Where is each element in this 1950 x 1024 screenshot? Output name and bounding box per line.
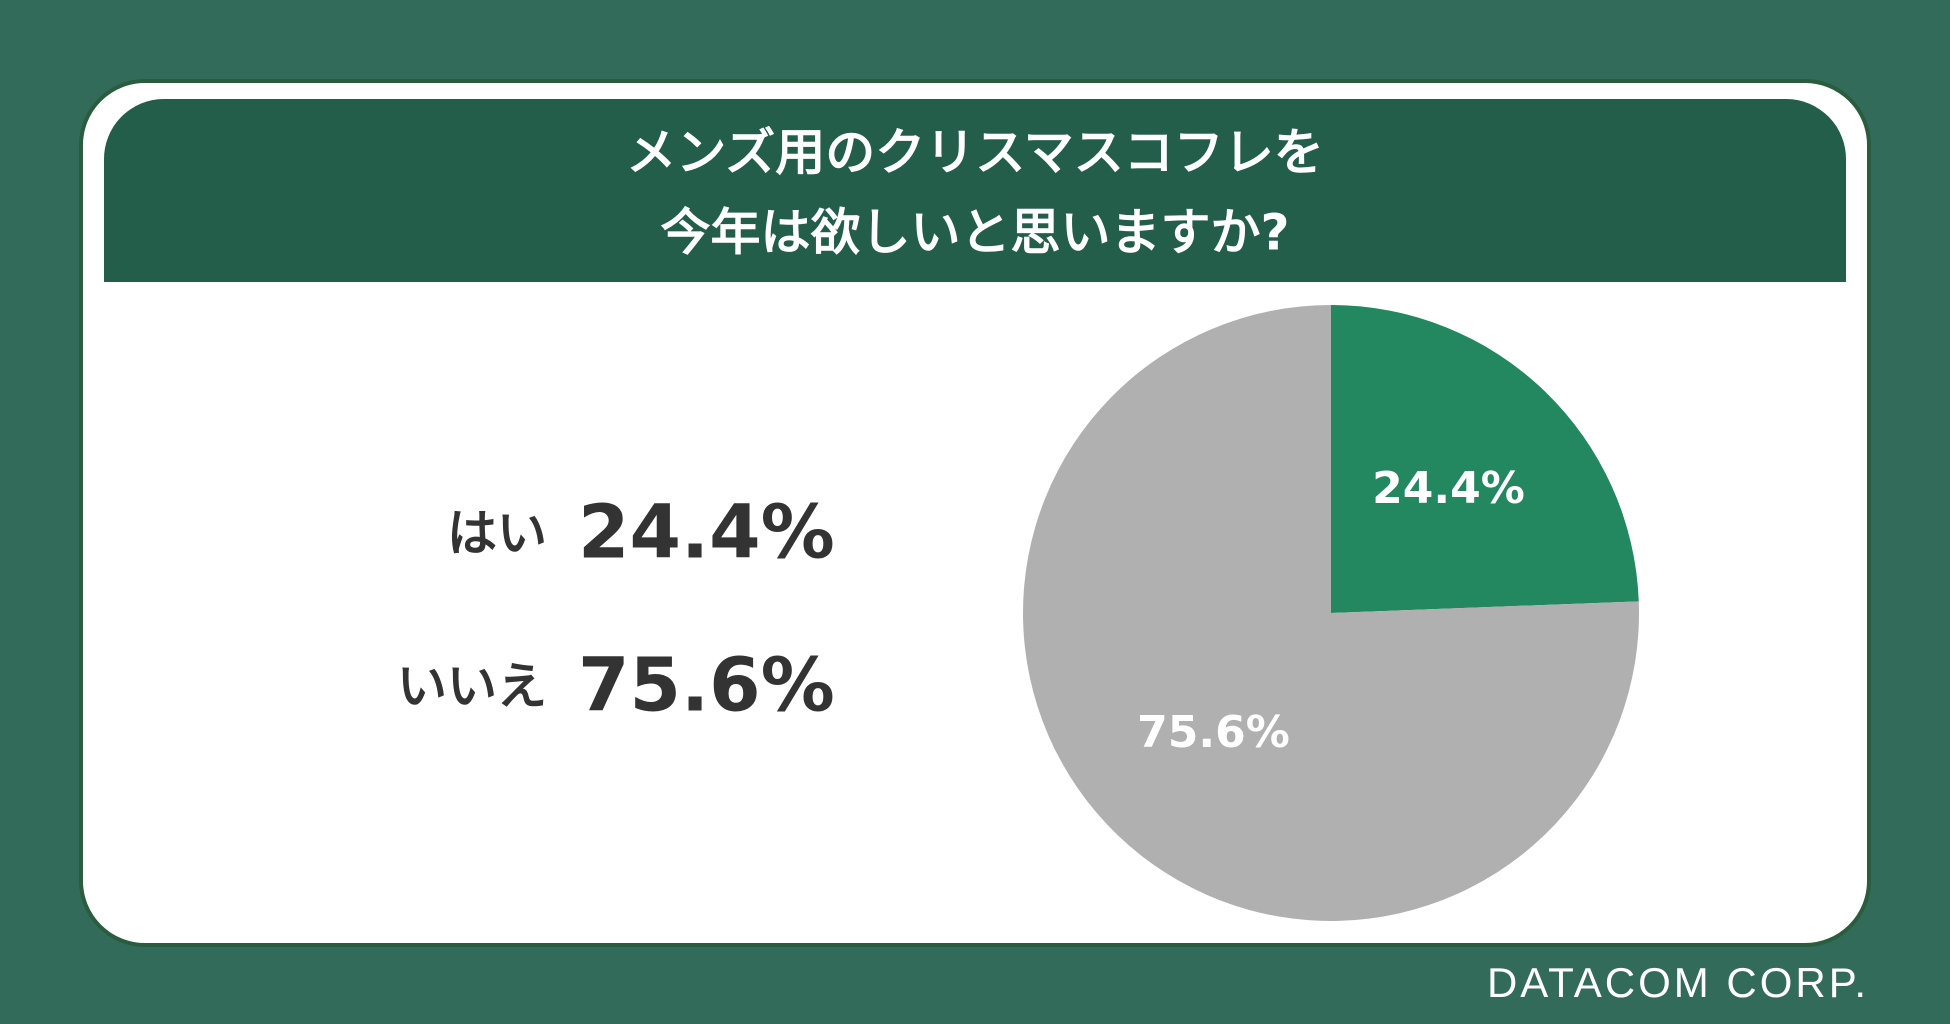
- chart-title: 今年は欲しいと思いますか?: [660, 204, 1289, 262]
- source: DATACOM CORP.: [1487, 959, 1869, 1006]
- chart-title: メンズ用のクリスマスコフレを: [626, 124, 1324, 182]
- pie-slice: [1022, 305, 1639, 922]
- header-band: [103, 99, 1847, 282]
- legend-value: 24.4%: [578, 490, 835, 576]
- pie-slice: [1331, 305, 1639, 613]
- slice-label: 24.4%: [1372, 463, 1525, 514]
- slice-label: 75.6%: [1137, 707, 1290, 758]
- legend-category: はい: [447, 505, 547, 563]
- legend-value: 75.6%: [578, 643, 835, 729]
- legend-category: いいえ: [397, 658, 547, 716]
